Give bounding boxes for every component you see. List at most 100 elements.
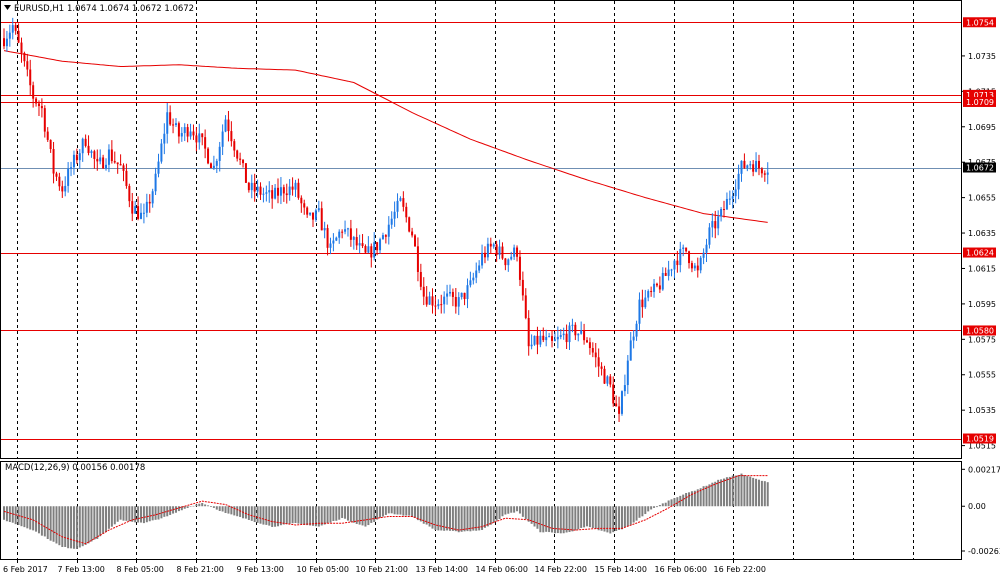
macd-bar xyxy=(58,506,61,546)
candle-body xyxy=(341,231,344,233)
macd-bar xyxy=(29,506,32,530)
level-tag xyxy=(963,96,996,107)
chart-header: EURUSD,H1 1.0674 1.0674 1.0672 1.0672 MA… xyxy=(4,4,194,473)
macd-bar xyxy=(81,506,84,547)
candle-body xyxy=(355,237,358,246)
candle-body xyxy=(688,251,691,264)
candle-body xyxy=(626,360,629,386)
macd-bar xyxy=(574,506,577,531)
macd-bar xyxy=(518,506,521,514)
macd-bar xyxy=(521,506,524,517)
macd-bar xyxy=(49,506,52,541)
macd-bar xyxy=(419,506,422,522)
macd-bar xyxy=(207,505,210,507)
candle-body xyxy=(411,231,414,236)
macd-bar xyxy=(314,506,317,527)
macd-bar xyxy=(588,506,591,528)
macd-bar xyxy=(626,506,629,527)
candle-body xyxy=(151,191,154,204)
macd-bar xyxy=(349,506,352,522)
macd-bar xyxy=(221,506,224,512)
candle-body xyxy=(446,293,449,297)
candle-body xyxy=(600,366,603,369)
candlestick-series[interactable] xyxy=(3,17,769,423)
macd-bar xyxy=(562,506,565,534)
candle-body xyxy=(294,182,297,190)
candle-body xyxy=(548,336,551,338)
macd-bar xyxy=(720,479,723,507)
candle-body xyxy=(673,260,676,270)
level-tag xyxy=(963,89,996,100)
macd-bar xyxy=(486,506,489,527)
macd-bar xyxy=(757,479,760,507)
dropdown-triangle-icon[interactable] xyxy=(4,5,11,10)
macd-bar xyxy=(504,506,507,515)
macd-bar xyxy=(113,506,116,525)
macd-bar xyxy=(311,506,314,526)
macd-bar xyxy=(64,506,67,547)
candle-body xyxy=(119,164,122,166)
macd-bar xyxy=(489,506,492,525)
candle-body xyxy=(102,157,105,169)
candle-body xyxy=(215,160,218,166)
candle-body xyxy=(247,182,250,191)
candle-body xyxy=(448,291,451,294)
candle-body xyxy=(664,272,667,276)
macd-bar xyxy=(536,506,539,529)
macd-bar xyxy=(384,506,387,515)
candle-body xyxy=(134,206,137,214)
macd-bar xyxy=(8,506,11,522)
macd-bar xyxy=(495,506,498,521)
macd-bar xyxy=(685,492,688,507)
candle-body xyxy=(559,335,562,337)
axis-tick-label: 1.0515 xyxy=(968,442,996,451)
macd-bar xyxy=(300,506,303,524)
candle-body xyxy=(224,119,227,132)
macd-bar xyxy=(107,506,110,529)
macd-bar xyxy=(96,506,99,539)
macd-signal-line xyxy=(3,475,768,545)
candle-body xyxy=(67,168,70,186)
macd-bar xyxy=(606,506,609,533)
macd-bar xyxy=(682,494,685,507)
macd-bar xyxy=(658,505,661,507)
level-tag xyxy=(963,325,996,336)
candle-body xyxy=(306,207,309,215)
candle-body xyxy=(466,285,469,300)
macd-bar xyxy=(399,506,402,515)
candle-body xyxy=(84,138,87,146)
macd-bar xyxy=(725,477,728,507)
macd-bar xyxy=(297,506,300,524)
time-label: 7 Feb 13:00 xyxy=(58,565,105,574)
macd-bar xyxy=(457,506,460,533)
macd-indicator[interactable] xyxy=(3,473,769,549)
candle-body xyxy=(766,172,769,175)
macd-bar xyxy=(192,505,195,507)
macd-bar xyxy=(277,506,280,527)
candle-body xyxy=(303,203,306,208)
candle-body xyxy=(49,139,52,150)
candle-body xyxy=(623,385,626,392)
axis-tick-label: 1.0635 xyxy=(968,229,996,238)
candle-body xyxy=(705,244,708,253)
axis-tick-label: 1.0535 xyxy=(968,406,996,415)
macd-bar xyxy=(478,506,481,531)
macd-bar xyxy=(516,506,519,512)
macd-bar xyxy=(556,506,559,534)
candle-body xyxy=(288,186,291,196)
candle-body xyxy=(379,239,382,251)
macd-bar xyxy=(335,506,338,521)
macd-bar xyxy=(279,506,282,526)
macd-bar xyxy=(422,506,425,524)
candle-body xyxy=(326,228,329,248)
candle-body xyxy=(32,85,35,99)
candle-body xyxy=(495,244,498,256)
macd-bar xyxy=(227,506,230,514)
candle-body xyxy=(428,296,431,305)
macd-bar xyxy=(501,506,504,517)
candle-body xyxy=(198,133,201,143)
level-label: 1.0519 xyxy=(966,435,994,444)
macd-bar xyxy=(236,506,239,517)
macd-bar xyxy=(431,506,434,529)
